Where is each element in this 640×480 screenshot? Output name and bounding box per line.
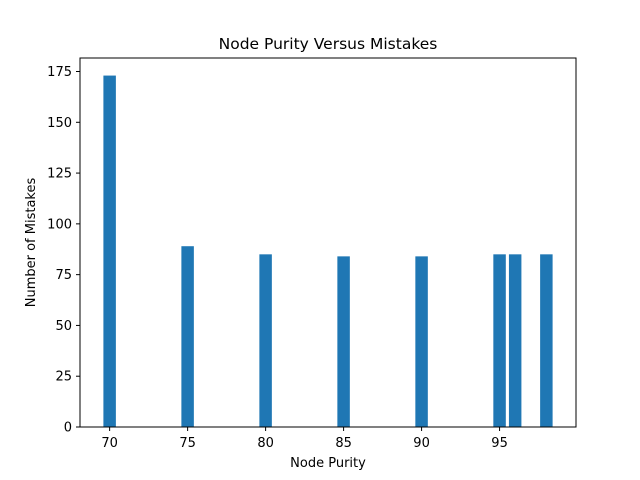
bar-90 <box>415 256 428 427</box>
y-tick-label-125: 125 <box>47 167 72 182</box>
x-tick-label-85: 85 <box>335 436 352 451</box>
x-tick-label-95: 95 <box>491 436 508 451</box>
x-tick-label-80: 80 <box>257 436 274 451</box>
x-axis-ticks: 70 75 80 85 90 95 <box>101 427 508 451</box>
y-tick-label-175: 175 <box>47 65 72 80</box>
x-tick-label-90: 90 <box>413 436 430 451</box>
bar-95 <box>493 254 506 427</box>
x-tick-label-70: 70 <box>101 436 118 451</box>
bar-85 <box>337 256 350 427</box>
bar-70 <box>103 75 116 428</box>
chart-title: Node Purity Versus Mistakes <box>219 35 438 53</box>
bar-80 <box>259 254 272 427</box>
x-tick-label-75: 75 <box>179 436 196 451</box>
bar-96 <box>508 254 522 427</box>
x-axis-label: Node Purity <box>290 456 366 471</box>
y-tick-label-150: 150 <box>47 116 72 131</box>
y-axis-ticks: 0 25 50 75 100 125 150 175 <box>47 65 80 436</box>
y-tick-label-25: 25 <box>55 370 72 385</box>
y-tick-label-100: 100 <box>47 217 72 232</box>
bars-group <box>103 75 553 428</box>
plot-frame <box>79 57 577 428</box>
y-tick-label-75: 75 <box>55 268 72 283</box>
y-axis-label: Number of Mistakes <box>24 178 39 308</box>
y-tick-label-0: 0 <box>64 421 72 436</box>
y-tick-label-50: 50 <box>55 319 72 334</box>
bar-98 <box>540 254 553 427</box>
bar-75 <box>181 246 194 427</box>
